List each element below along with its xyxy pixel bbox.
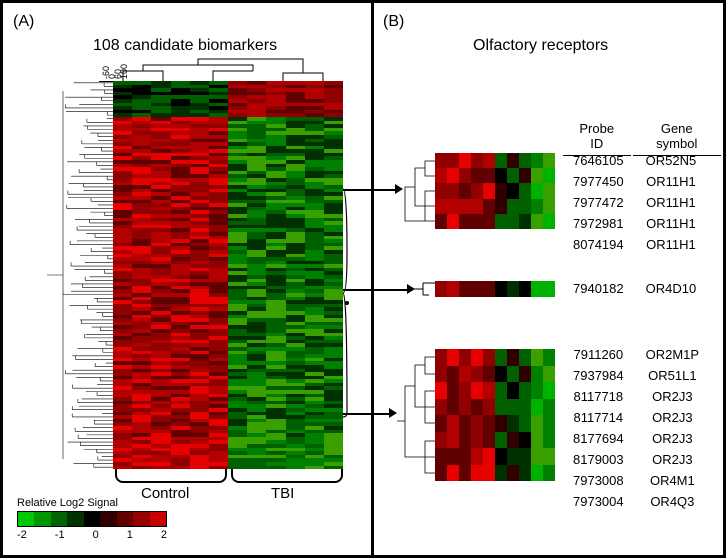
legend-bar — [17, 511, 167, 527]
probe-id-cell: 7972981 — [563, 214, 634, 233]
gene-symbol-cell: OR52N5 — [636, 151, 707, 170]
row-dendrogram — [43, 81, 113, 469]
gene-symbol-cell: OR11H1 — [636, 193, 707, 212]
gene-symbol-cell: OR2J3 — [636, 429, 709, 448]
probe-id-cell: 7940182 — [563, 279, 634, 298]
color-legend: Relative Log2 Signal -2 -1 0 1 2 — [17, 497, 167, 541]
probe-id-cell: 7646105 — [563, 151, 634, 170]
control-bracket — [115, 469, 227, 483]
probe-id-cell: 7911260 — [563, 345, 634, 364]
probe-id-cell: 8074194 — [563, 235, 634, 254]
probe-id-cell: 8117718 — [563, 387, 634, 406]
legend-tick: -2 — [17, 529, 27, 541]
legend-tick: -1 — [55, 529, 65, 541]
legend-tick: 2 — [161, 529, 167, 541]
gene-symbol-cell: OR2J3 — [636, 408, 709, 427]
probe-id-cell: 7973004 — [563, 492, 634, 511]
probe-id-cell: 7937984 — [563, 366, 634, 385]
probe-id-cell: 7977450 — [563, 172, 634, 191]
gene-symbol-cell: OR2J3 — [636, 387, 709, 406]
cluster3-table: 7911260OR2M1P7937984OR51L18117718OR2J381… — [561, 343, 711, 513]
cluster2-table: 7940182OR4D10 — [561, 277, 708, 300]
legend-ticks: -2 -1 0 1 2 — [17, 529, 167, 541]
column-dendrogram — [113, 57, 343, 81]
panel-a-title: 108 candidate biomarkers — [93, 37, 277, 55]
probe-id-cell: 8177694 — [563, 429, 634, 448]
gene-symbol-cell: OR51L1 — [636, 366, 709, 385]
tbi-bracket — [231, 469, 343, 483]
gene-symbol-cell: OR2M1P — [636, 345, 709, 364]
arrow-icon — [389, 408, 397, 418]
arrow-icon — [407, 284, 415, 294]
gene-symbol-cell: OR4D10 — [636, 279, 707, 298]
panel-b-title: Olfactory receptors — [473, 37, 608, 55]
arrow-icon — [395, 184, 403, 194]
cluster1-heatmap — [435, 153, 555, 229]
main-heatmap — [113, 81, 343, 469]
panel-b-label: (B) — [383, 13, 404, 31]
probe-id-cell: 7977472 — [563, 193, 634, 212]
right-bracket — [339, 153, 357, 493]
gene-symbol-cell: OR11H1 — [636, 235, 707, 254]
gene-symbol-cell: OR4Q3 — [636, 492, 709, 511]
cluster2-heatmap — [435, 281, 555, 297]
cluster1-table: 7646105OR52N57977450OR11H17977472OR11H17… — [561, 149, 708, 256]
tbi-label: TBI — [271, 485, 294, 502]
cluster3-dendro — [391, 349, 435, 486]
gene-symbol-cell: OR2J3 — [636, 450, 709, 469]
gene-symbol-cell: OR4M1 — [636, 471, 709, 490]
legend-title: Relative Log2 Signal — [17, 497, 167, 509]
probe-id-cell: 7973008 — [563, 471, 634, 490]
legend-tick: 1 — [127, 529, 133, 541]
cluster3-heatmap — [435, 349, 555, 481]
probe-id-cell: 8117714 — [563, 408, 634, 427]
gene-symbol-cell: OR11H1 — [636, 214, 707, 233]
panel-a-label: (A) — [13, 13, 34, 31]
probe-id-cell: 8179003 — [563, 450, 634, 469]
gene-symbol-cell: OR11H1 — [636, 172, 707, 191]
panel-divider — [371, 3, 374, 555]
figure-container: (A) 108 candidate biomarkers -60 0 60 10… — [0, 0, 726, 558]
legend-tick: 0 — [93, 529, 99, 541]
